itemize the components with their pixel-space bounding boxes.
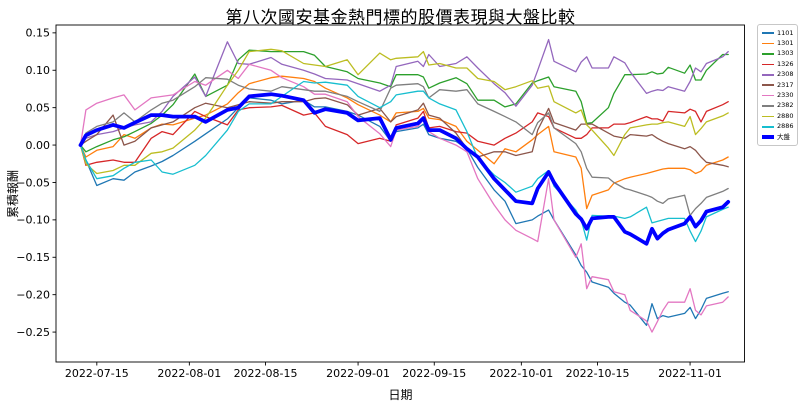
y-tick-label: 0.15 xyxy=(26,27,51,40)
x-tick-label: 2022-09-01 xyxy=(326,367,390,380)
series-line-1303 xyxy=(79,49,729,153)
legend-label-1301: 1301 xyxy=(777,39,794,48)
legend-label-1101: 1101 xyxy=(777,28,794,37)
y-tick-label: −0.05 xyxy=(16,176,50,189)
legend-label-2886: 2886 xyxy=(777,122,794,131)
x-tick-label: 2022-11-01 xyxy=(658,367,722,380)
y-tick-label: 0.05 xyxy=(26,101,51,114)
legend-item-2330: 2330 xyxy=(762,90,797,100)
legend-label-2308: 2308 xyxy=(777,70,794,79)
legend-item-2382: 2382 xyxy=(762,101,797,111)
series-line-1301 xyxy=(79,75,729,210)
chart-title: 第八次國安基金熱門標的股價表現與大盤比較 xyxy=(225,8,576,28)
legend-line-sample-2880 xyxy=(762,115,774,118)
y-tick-label: 0.00 xyxy=(26,139,51,152)
legend-item-2308: 2308 xyxy=(762,70,797,80)
series-line-2308 xyxy=(79,38,729,146)
legend: 1101 1301 1303 1326 2308 2317 2330 2382 2880 2886… xyxy=(757,24,798,147)
y-tick-label: 0.10 xyxy=(26,64,51,77)
legend-label-2317: 2317 xyxy=(777,80,794,89)
x-tick-label: 2022-08-01 xyxy=(157,367,221,380)
series-line-2886 xyxy=(79,80,729,243)
y-tick-label: −0.20 xyxy=(16,288,50,301)
legend-line-sample-2382 xyxy=(762,105,774,107)
series-line-2382 xyxy=(79,77,729,217)
series-line-2317 xyxy=(79,97,729,168)
legend-line-sample-2317 xyxy=(762,84,774,86)
legend-label-2382: 2382 xyxy=(777,101,794,110)
x-tick-label: 2022-10-15 xyxy=(566,367,630,380)
legend-label-2330: 2330 xyxy=(777,91,794,100)
series-line-1326 xyxy=(79,101,729,166)
legend-item-1101: 1101 xyxy=(762,28,797,38)
x-tick-label: 2022-08-15 xyxy=(234,367,298,380)
legend-line-sample-1303 xyxy=(762,53,774,55)
legend-label-大盤: 大盤 xyxy=(777,132,790,141)
y-tick-label: −0.10 xyxy=(16,214,50,227)
legend-line-sample-2886 xyxy=(762,125,774,128)
legend-line-sample-大盤 xyxy=(762,134,774,140)
legend-item-2886: 2886 xyxy=(762,122,797,132)
legend-line-sample-2308 xyxy=(762,73,774,76)
series-line-2330 xyxy=(79,63,729,333)
x-tick-label: 2022-07-15 xyxy=(65,367,129,380)
x-axis-label: 日期 xyxy=(388,388,413,402)
series-line-1101 xyxy=(79,97,729,326)
legend-item-2880: 2880 xyxy=(762,111,797,121)
legend-line-sample-2330 xyxy=(762,94,774,97)
y-tick-label: −0.15 xyxy=(16,251,50,264)
legend-line-sample-1326 xyxy=(762,63,774,66)
legend-item-大盤: 大盤 xyxy=(762,132,797,142)
legend-item-2317: 2317 xyxy=(762,80,797,90)
y-tick-label: −0.25 xyxy=(16,326,50,339)
legend-label-1326: 1326 xyxy=(777,59,794,68)
legend-line-sample-1301 xyxy=(762,42,774,45)
x-tick-label: 2022-09-15 xyxy=(402,367,466,380)
series-line-2880 xyxy=(79,48,729,175)
legend-item-1303: 1303 xyxy=(762,49,797,59)
x-tick-label: 2022-10-01 xyxy=(489,367,553,380)
axes-frame xyxy=(55,24,745,363)
legend-label-2880: 2880 xyxy=(777,111,794,120)
series-line-大盤 xyxy=(78,92,731,246)
legend-item-1326: 1326 xyxy=(762,59,797,69)
legend-item-1301: 1301 xyxy=(762,38,797,48)
legend-line-sample-1101 xyxy=(762,32,774,34)
legend-label-1303: 1303 xyxy=(777,49,794,58)
